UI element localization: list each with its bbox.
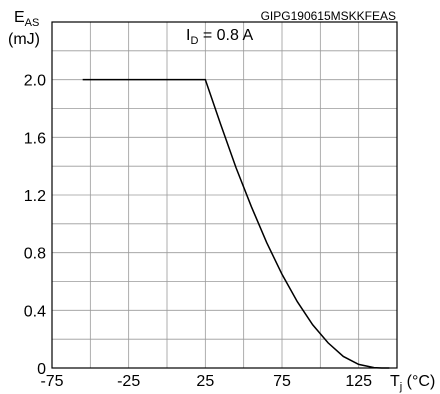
x-axis-label-unit: (°C)	[402, 373, 435, 390]
series-layer	[82, 78, 390, 369]
y-tick-label: 1.2	[24, 188, 46, 205]
plot-frame	[51, 21, 398, 369]
x-axis-label-sub: j	[399, 381, 402, 393]
x-tick-label: 125	[345, 373, 372, 390]
annotation: ID = 0.8 A	[186, 27, 253, 47]
annotation-rest: = 0.8 A	[198, 27, 253, 44]
y-axis-label-sub: AS	[25, 17, 40, 29]
annotation-sub: D	[190, 35, 198, 47]
grid	[52, 22, 397, 368]
y-tick-label: 2.0	[24, 73, 46, 90]
y-tick-label: 0	[37, 361, 46, 378]
y-tick-label: 0.4	[24, 303, 46, 320]
y-axis-unit: (mJ)	[8, 31, 40, 48]
y-axis-label: EAS	[14, 9, 39, 29]
y-axis-label-main: E	[14, 9, 25, 26]
y-tick-labels: 0 0.4 0.8 1.2 1.6 2.0	[24, 73, 46, 378]
series-line	[82, 78, 390, 369]
x-tick-label: -75	[40, 373, 63, 390]
y-tick-label: 1.6	[24, 130, 46, 147]
x-tick-label: 25	[196, 373, 214, 390]
x-tick-label: 75	[273, 373, 291, 390]
annotation-main: I	[186, 27, 190, 44]
y-tick-label: 0.8	[24, 246, 46, 263]
x-axis-label-main: T	[390, 373, 400, 390]
watermark: GIPG190615MSKKFEAS	[261, 9, 396, 23]
x-tick-label: -25	[117, 373, 140, 390]
x-tick-labels: -75 -25 25 75 125	[40, 373, 372, 390]
x-axis-label: Tj (°C)	[390, 373, 435, 393]
